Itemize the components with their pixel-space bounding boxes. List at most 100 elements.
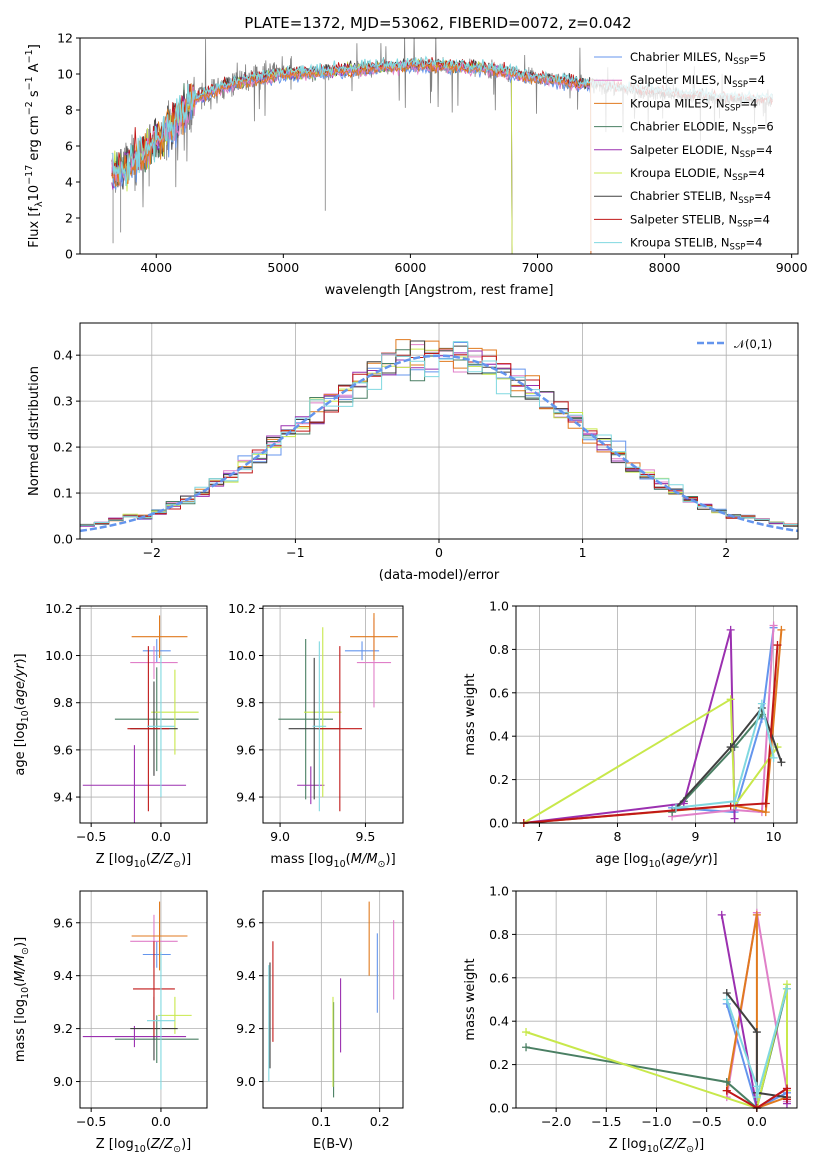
label-part: log <box>629 852 649 867</box>
label-part: ⊙ <box>20 947 31 955</box>
spectrum-x-label: wavelength [Angstrom, rest frame] <box>325 283 554 298</box>
y-tick-label: 0.4 <box>489 1014 509 1029</box>
panel-spectrum: 4000 5000 6000 7000 8000 9000 0 2 4 6 8 10 12 wavelen… <box>24 31 808 299</box>
x-tick-label: 9000 <box>776 260 808 275</box>
weight-marker <box>672 803 681 812</box>
legend-sub: SSP <box>738 196 754 206</box>
label-part: Z <box>163 852 174 867</box>
weight-line <box>672 627 775 814</box>
y-tick-label: 9.6 <box>236 915 256 930</box>
y-tick-label: 0.4 <box>489 729 509 744</box>
weight-line <box>725 988 788 1098</box>
label-part: / <box>159 852 166 867</box>
y-tick-label: 9.6 <box>53 915 73 930</box>
weight-marker <box>717 910 726 919</box>
y-tick-label: 9.2 <box>236 1021 256 1036</box>
weight-marker <box>752 1093 761 1102</box>
axes-frame <box>79 890 208 1109</box>
x-tick-label: 8 <box>613 829 621 844</box>
y-tick-label: 6 <box>65 139 73 154</box>
weight-marker <box>752 1028 761 1037</box>
label-part: ⊙ <box>173 859 181 870</box>
y-tick-label: 0.2 <box>489 1057 509 1072</box>
x-tick-label: 9.0 <box>270 829 290 844</box>
x-axis-label: age [log10(age/yr)] <box>595 852 717 870</box>
legend-text: Chabrier STELIB, N <box>630 189 738 203</box>
y-axis-label: age [log10(age/yr)] <box>13 653 31 775</box>
legend-entry: Chabrier MILES, NSSP=5 <box>630 50 766 67</box>
legend-text: =4 <box>753 212 770 226</box>
weight-marker <box>782 1095 791 1104</box>
label-part: M <box>351 852 362 867</box>
x-tick-label: −1 <box>286 545 304 560</box>
legend-entry: Salpeter MILES, NSSP=4 <box>630 73 765 90</box>
x-tick-label: −2 <box>143 545 161 560</box>
x-tick-label: 7000 <box>522 260 554 275</box>
y-tick-label: 10 <box>57 67 73 82</box>
y-axis-label: mass [log10(M/M⊙)] <box>13 937 31 1062</box>
y-tick-label: 9.4 <box>53 790 73 805</box>
weight-line <box>523 645 779 824</box>
weight-marker <box>726 743 735 752</box>
weight-marker <box>777 758 786 767</box>
x-tick-label: −0.5 <box>76 829 106 844</box>
label-part: ( <box>13 982 28 987</box>
weight-marker <box>730 814 739 823</box>
label-part: / <box>672 1137 679 1152</box>
label-part: mass [ <box>270 852 313 867</box>
legend-sub: SSP <box>740 150 756 160</box>
label-part: mass [ <box>13 1019 28 1062</box>
x-tick-label: −1.5 <box>591 1114 621 1129</box>
panel-mass-vs-ebv: 0.1 0.2 9.0 9.2 9.4 9.6 E(B-V) <box>236 890 404 1152</box>
label-part: 10 <box>27 185 42 202</box>
weight-marker <box>769 753 778 762</box>
legend-entry: Chabrier STELIB, NSSP=4 <box>630 189 771 206</box>
y-tick-label: 8 <box>65 103 73 118</box>
legend-text: Kroupa STELIB, N <box>630 236 730 250</box>
x-tick-label: −0.5 <box>691 1114 721 1129</box>
label-part: −1 <box>24 76 35 90</box>
label-part: erg cm <box>27 115 42 164</box>
label-part: ⊙ <box>173 1144 181 1155</box>
label-part: / <box>361 852 368 867</box>
legend-sub: SSP <box>732 80 748 90</box>
x-tick-label: 0.1 <box>311 1114 331 1129</box>
label-part: )] <box>13 653 28 663</box>
label-part: M <box>366 852 377 867</box>
errorbar-area <box>82 901 199 1090</box>
label-part: ( <box>659 1137 664 1152</box>
label-part: log <box>314 852 334 867</box>
legend-text: =4 <box>748 166 765 180</box>
x-tick-label: 2 <box>722 545 730 560</box>
errorbar-area <box>278 613 398 812</box>
label-part: −1 <box>24 49 35 63</box>
legend-text: =4 <box>740 96 757 110</box>
x-tick-label: 0 <box>435 545 443 560</box>
label-part: Z [ <box>609 1137 627 1152</box>
y-tick-label: 9.2 <box>53 1021 73 1036</box>
y-axis-label: mass weight <box>463 958 478 1040</box>
y-tick-label: 2 <box>65 211 73 226</box>
y-tick-label: 9.0 <box>53 1074 73 1089</box>
legend-entry: Kroupa STELIB, NSSP=4 <box>630 236 762 253</box>
label-part: −2 <box>24 101 35 115</box>
y-tick-label: 1.0 <box>489 884 509 899</box>
label-part: Z [ <box>96 852 114 867</box>
weight-marker <box>752 910 761 919</box>
x-tick-label: 9 <box>692 829 700 844</box>
panel-age-vs-Z: −0.5 0.09.49.69.810.010.2Z [log10(Z/Z⊙)]a… <box>13 601 208 870</box>
label-part: Z <box>150 852 161 867</box>
label-part: Z <box>150 1137 161 1152</box>
label-part: )] <box>181 852 191 867</box>
weight-marker <box>668 808 677 817</box>
label-part: / <box>13 675 28 682</box>
weight-marker <box>722 1086 731 1095</box>
legend-text: Chabrier ELODIE, N <box>630 120 741 134</box>
label-part: )] <box>707 852 717 867</box>
y-tick-label: 0.8 <box>489 642 509 657</box>
legend-entry: Chabrier ELODIE, NSSP=6 <box>630 120 774 137</box>
label-part: Z <box>163 1137 174 1152</box>
y-tick-label: 9.8 <box>236 695 256 710</box>
spectrum-legend: Chabrier MILES, NSSP=5 Salpeter MILES, NS… <box>590 44 792 253</box>
